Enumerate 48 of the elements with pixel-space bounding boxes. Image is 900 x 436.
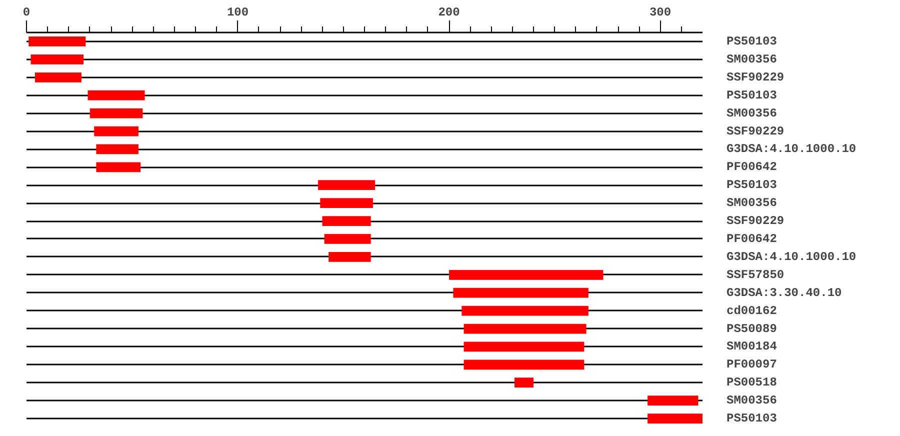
bar — [320, 198, 373, 208]
y-tick-label: PF00642 — [726, 160, 777, 174]
bar — [648, 414, 702, 424]
y-tick-label: SM00184 — [726, 340, 777, 354]
y-tick-label: SSF90229 — [726, 214, 784, 228]
bar — [324, 234, 371, 244]
y-tick-label: PS50103 — [726, 412, 777, 426]
bar — [30, 54, 84, 64]
y-tick-label: SM00356 — [726, 106, 777, 120]
bar — [28, 36, 86, 46]
y-tick-label: PS50103 — [726, 34, 777, 48]
bar — [464, 342, 584, 352]
bar — [648, 396, 698, 406]
bar — [328, 252, 371, 262]
y-tick-label: G3DSA:4.10.1000.10 — [726, 250, 856, 264]
x-tick-label: 300 — [649, 6, 672, 20]
bar — [462, 306, 588, 316]
y-tick-label: PF00097 — [726, 358, 777, 372]
bar — [34, 72, 82, 82]
y-tick-label: PS50103 — [726, 88, 777, 102]
y-tick-label: SM00356 — [726, 394, 777, 408]
bar — [449, 270, 604, 280]
y-tick-label: SSF57850 — [726, 268, 784, 282]
x-tick-label: 0 — [22, 6, 30, 20]
y-tick-label: PS50089 — [726, 322, 777, 336]
bar — [453, 288, 588, 298]
y-tick-label: G3DSA:3.30.40.10 — [726, 286, 842, 300]
bar — [464, 360, 584, 370]
y-tick-label: PF00642 — [726, 232, 777, 246]
bar — [322, 216, 371, 226]
bar — [96, 144, 138, 154]
x-tick-label: 100 — [226, 6, 249, 20]
y-tick-label: cd00162 — [726, 304, 777, 318]
bar — [94, 126, 138, 136]
y-tick-label: SSF90229 — [726, 124, 784, 138]
y-tick-label: SM00356 — [726, 196, 777, 210]
bar — [514, 378, 534, 388]
bar — [96, 162, 141, 172]
bar — [318, 180, 376, 190]
x-tick-label: 200 — [438, 6, 460, 20]
bar — [90, 108, 143, 118]
y-tick-label: PS50103 — [726, 178, 777, 192]
bar — [464, 324, 586, 334]
y-tick-label: SM00356 — [726, 52, 777, 66]
y-tick-label: SSF90229 — [726, 70, 784, 84]
bar — [88, 90, 145, 100]
y-tick-label: PS00518 — [726, 376, 777, 390]
y-tick-label: G3DSA:4.10.1000.10 — [726, 142, 856, 156]
